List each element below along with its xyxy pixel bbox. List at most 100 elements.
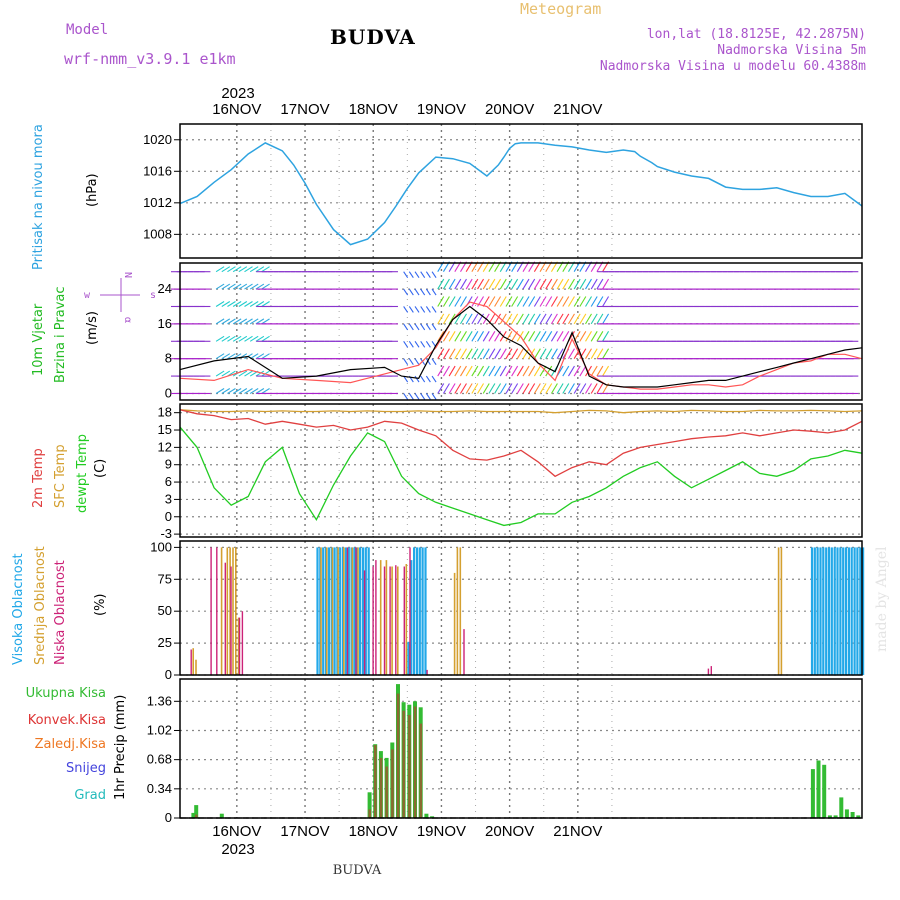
wind-arrow — [414, 271, 420, 279]
wind-arrow — [488, 278, 496, 290]
wind-arrow — [550, 296, 558, 307]
wind-arrow — [221, 335, 231, 342]
wind-arrow — [448, 383, 456, 394]
wind-arrow — [516, 383, 524, 394]
precip-border — [179, 678, 863, 819]
wind-arrow — [585, 296, 592, 307]
top-day-label: 16NOV — [212, 101, 261, 118]
wind-arrow — [505, 296, 513, 307]
clouds-ytick-label: 75 — [158, 571, 172, 586]
wind-arrow — [255, 266, 265, 273]
low-cloud-bar — [355, 547, 357, 675]
wind-arrow — [232, 301, 242, 307]
high-cloud-bar — [862, 547, 865, 675]
wind-arrow — [249, 318, 259, 325]
wind-arrow — [442, 278, 450, 290]
top-day-labels: 16NOV 17NOV 18NOV 19NOV 20NOV 21NOV — [212, 101, 602, 118]
wind-arrow — [261, 335, 270, 342]
wind-arrow — [522, 331, 530, 342]
wind-arrow — [567, 383, 575, 394]
wind-arrow — [556, 331, 564, 342]
wind-arrow — [442, 365, 450, 377]
wind-arrow — [431, 375, 437, 383]
wind-arrow — [516, 296, 524, 307]
precip-legend-label: Konvek.Kisa — [28, 713, 106, 728]
wind-arrow — [249, 301, 259, 307]
wind-arrow — [596, 331, 604, 342]
wind-arrow — [596, 313, 604, 325]
wind-arrow — [454, 278, 462, 290]
wind-arrow — [550, 383, 558, 394]
wind-arrow — [414, 288, 420, 296]
low-cloud-bar — [372, 566, 374, 675]
top-day-label: 20NOV — [485, 101, 534, 118]
wind-arrow — [249, 283, 259, 290]
wind-arrow — [596, 365, 604, 377]
wind-arrow — [602, 296, 610, 307]
wind-arrow — [556, 383, 564, 394]
wind-arrow — [494, 365, 502, 377]
wind-arrow — [528, 383, 536, 394]
wind-arrow — [545, 278, 553, 290]
wind-arrow — [221, 266, 231, 273]
wind-arrow — [539, 383, 547, 394]
high-cloud-bar — [816, 547, 819, 675]
wind-arrow — [414, 340, 420, 348]
wind-arrow — [420, 306, 426, 313]
wind-arrow — [562, 313, 570, 325]
year-bottom: 2023 — [221, 841, 254, 858]
wind-arrow — [403, 288, 409, 296]
precip-ylabel: 1hr Precip (mm) — [113, 695, 128, 800]
wind-arrow — [539, 296, 547, 307]
wind-arrow — [488, 365, 496, 377]
wind-arrow — [556, 296, 564, 307]
wind-arrow — [533, 348, 541, 359]
temp-ytick-label: -3 — [160, 526, 172, 541]
wind-arrow — [602, 331, 610, 342]
bottom-day-label: 18NOV — [349, 823, 398, 840]
wind-arrow — [431, 306, 437, 313]
cloud-panel: 0 25 50 75 100 — [150, 539, 865, 682]
conv-precip-bar — [374, 745, 377, 818]
conv-precip-bar — [379, 757, 383, 818]
wind-arrow — [420, 393, 426, 400]
wind-arrow — [454, 296, 462, 307]
wind-arrow — [403, 375, 409, 383]
wind-arrow — [408, 393, 414, 400]
pressure-ytick-label: 1012 — [143, 195, 172, 210]
mid-cloud-bar — [325, 547, 328, 675]
wind-arrow — [556, 278, 564, 290]
clouds-ytick-label: 25 — [158, 635, 172, 650]
wind-arrow — [215, 388, 225, 394]
wind-arrow — [420, 375, 426, 383]
wind-arrow — [471, 365, 479, 377]
conv-precip-bar — [413, 706, 417, 818]
wind-arrow — [596, 348, 604, 359]
high-cloud-bar — [825, 547, 828, 675]
wind-arrow — [221, 353, 231, 360]
mid-cloud-bar — [195, 659, 197, 675]
temp-ylabel-3: dewpt Temp — [75, 434, 90, 513]
wind-arrow — [471, 348, 479, 359]
temp-bg — [180, 404, 862, 537]
wind-arrow — [227, 318, 236, 325]
pressure-bg — [180, 124, 862, 258]
wind-arrow — [596, 296, 604, 307]
wind-arrow — [465, 365, 473, 377]
low-cloud-bar — [710, 666, 712, 675]
wind-arrow — [232, 388, 242, 394]
wind-ylabel-2: Brzina i Pravac — [53, 286, 68, 383]
pressure-unit: (hPa) — [85, 173, 100, 207]
clouds-ytick-label: 100 — [150, 539, 172, 554]
low-cloud-bar — [463, 629, 465, 675]
wind-arrow — [442, 348, 450, 359]
wind-arrow — [545, 348, 553, 359]
wind-arrow — [528, 313, 536, 325]
wind-arrow — [471, 313, 479, 325]
wind-arrow — [545, 313, 553, 325]
wind-arrow — [494, 296, 502, 307]
high-cloud-bar — [361, 547, 365, 675]
wind-arrow — [227, 335, 236, 342]
high-cloud-bar — [839, 547, 842, 675]
mid-cloud-bar — [391, 566, 393, 675]
